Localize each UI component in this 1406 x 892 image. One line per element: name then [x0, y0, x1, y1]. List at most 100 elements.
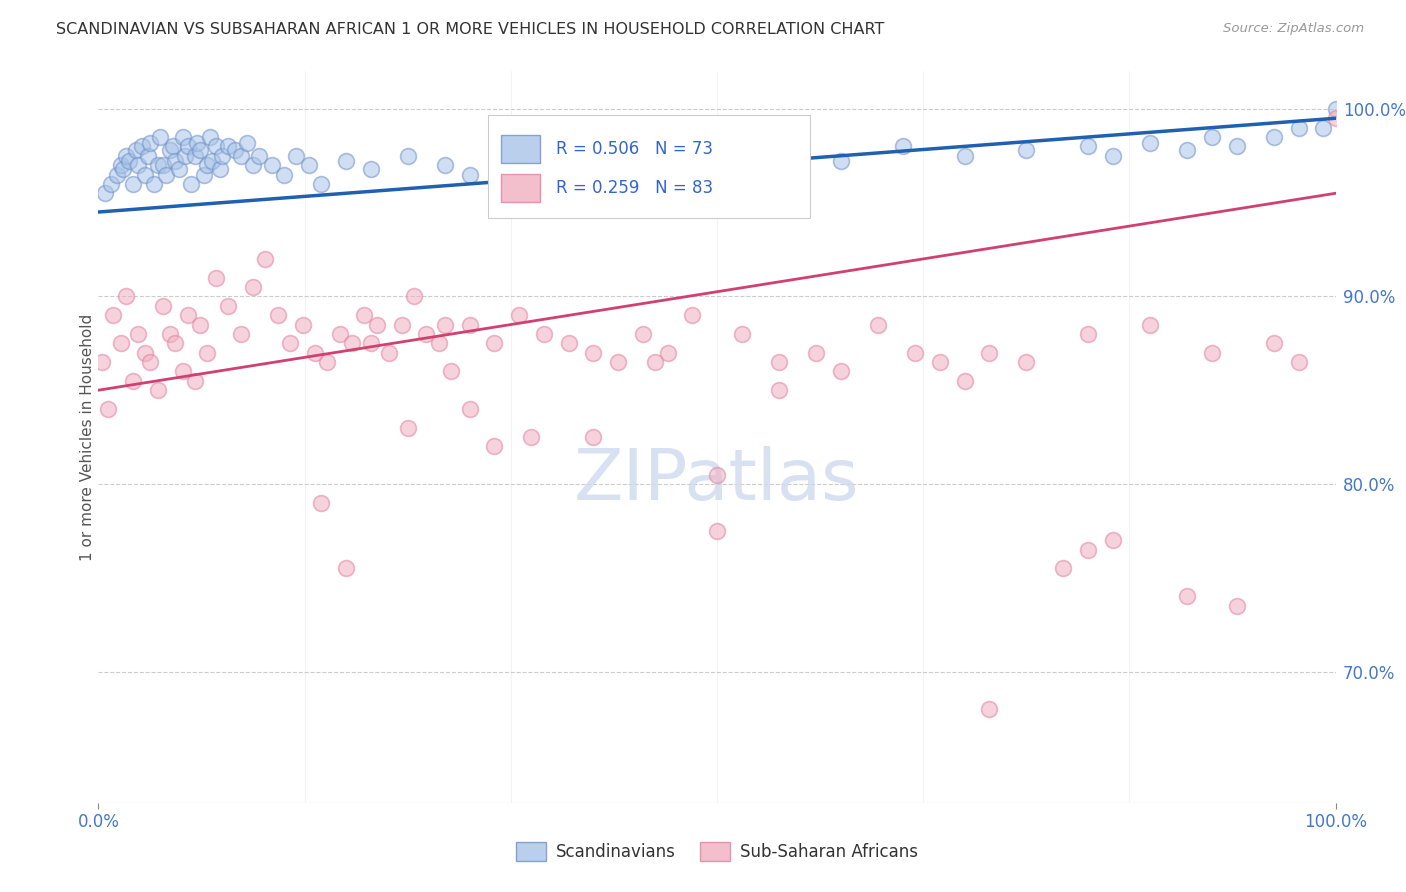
- Point: [114, 149, 136, 163]
- Point: [1052, 561, 1074, 575]
- Point: [136, 149, 159, 163]
- Point: [533, 326, 555, 341]
- Point: [184, 149, 207, 163]
- Y-axis label: 1 or more Vehicles in Household: 1 or more Vehicles in Household: [80, 313, 94, 561]
- Point: [520, 143, 543, 157]
- Point: [1226, 599, 1249, 613]
- Point: [304, 345, 326, 359]
- Point: [146, 383, 169, 397]
- Point: [1201, 130, 1223, 145]
- Point: [706, 143, 728, 157]
- Point: [172, 364, 194, 378]
- Point: [112, 161, 135, 176]
- Point: [657, 345, 679, 359]
- Point: [1288, 120, 1310, 135]
- Point: [122, 374, 145, 388]
- Point: [205, 139, 228, 153]
- Point: [188, 143, 211, 157]
- Point: [768, 355, 790, 369]
- Point: [458, 318, 481, 332]
- Point: [340, 336, 363, 351]
- Point: [195, 345, 218, 359]
- Point: [396, 149, 419, 163]
- Point: [254, 252, 277, 266]
- Point: [273, 168, 295, 182]
- Point: [162, 139, 184, 153]
- Point: [242, 280, 264, 294]
- Point: [458, 401, 481, 416]
- Point: [267, 308, 290, 322]
- Text: R = 0.259   N = 83: R = 0.259 N = 83: [557, 178, 713, 196]
- Point: [979, 345, 1001, 359]
- Point: [316, 355, 339, 369]
- Point: [484, 336, 506, 351]
- Point: [458, 168, 481, 182]
- Point: [1175, 143, 1198, 157]
- Point: [329, 326, 352, 341]
- Point: [309, 177, 332, 191]
- Point: [188, 318, 211, 332]
- Point: [1102, 533, 1125, 548]
- Point: [891, 139, 914, 153]
- Point: [706, 467, 728, 482]
- Point: [433, 158, 456, 172]
- Point: [224, 143, 246, 157]
- Point: [440, 364, 463, 378]
- Point: [953, 374, 976, 388]
- Point: [198, 130, 221, 145]
- Point: [904, 345, 927, 359]
- Text: ZIPatlas: ZIPatlas: [574, 447, 860, 516]
- Point: [631, 326, 654, 341]
- Point: [134, 345, 156, 359]
- Point: [146, 158, 169, 172]
- Point: [415, 326, 437, 341]
- Point: [804, 345, 827, 359]
- Point: [97, 401, 120, 416]
- Point: [155, 168, 177, 182]
- Point: [193, 168, 215, 182]
- Point: [396, 420, 419, 434]
- Point: [1102, 149, 1125, 163]
- Point: [1015, 143, 1038, 157]
- Point: [114, 289, 136, 303]
- Point: [681, 308, 703, 322]
- Point: [236, 136, 259, 150]
- Point: [360, 161, 382, 176]
- Point: [582, 345, 605, 359]
- Point: [1324, 102, 1347, 116]
- Point: [360, 336, 382, 351]
- Point: [110, 336, 132, 351]
- Point: [134, 168, 156, 182]
- Point: [167, 161, 190, 176]
- Point: [139, 136, 162, 150]
- Point: [1077, 542, 1099, 557]
- Point: [122, 177, 145, 191]
- Bar: [501, 135, 540, 162]
- Point: [768, 383, 790, 397]
- Point: [149, 130, 172, 145]
- Point: [830, 154, 852, 169]
- Point: [402, 289, 425, 303]
- Point: [1015, 355, 1038, 369]
- Point: [131, 139, 153, 153]
- Point: [100, 177, 122, 191]
- Point: [172, 130, 194, 145]
- Point: [186, 136, 208, 150]
- Text: R = 0.506   N = 73: R = 0.506 N = 73: [557, 140, 713, 158]
- Point: [159, 326, 181, 341]
- Point: [1288, 355, 1310, 369]
- Point: [768, 149, 790, 163]
- Point: [217, 139, 239, 153]
- Point: [278, 336, 301, 351]
- Point: [866, 318, 889, 332]
- Point: [229, 326, 252, 341]
- Point: [176, 139, 198, 153]
- Point: [208, 161, 231, 176]
- Point: [1201, 345, 1223, 359]
- Point: [1226, 139, 1249, 153]
- Point: [1312, 120, 1334, 135]
- Point: [201, 154, 224, 169]
- Point: [127, 326, 149, 341]
- Point: [1263, 336, 1285, 351]
- Point: [159, 143, 181, 157]
